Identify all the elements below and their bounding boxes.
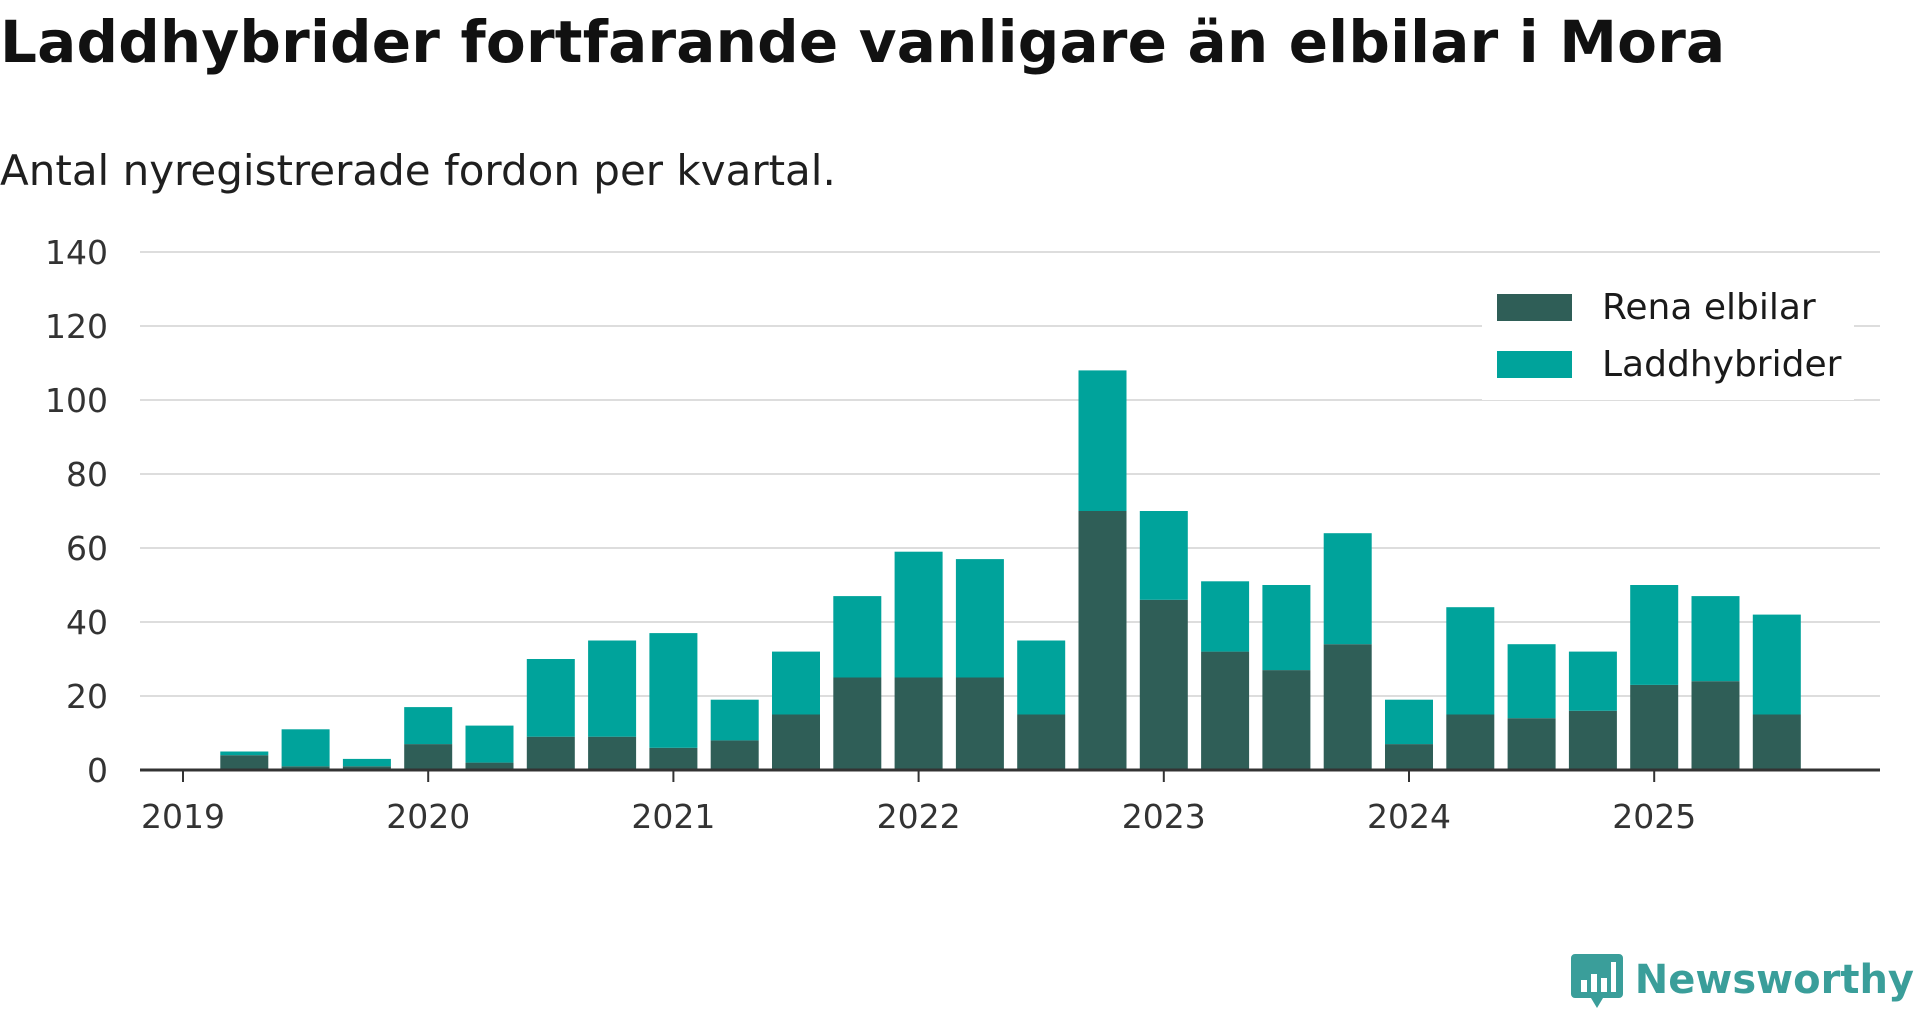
y-tick-label: 120: [45, 307, 108, 346]
bar-rena-elbilar: [1630, 684, 1679, 770]
bar-rena-elbilar: [342, 766, 391, 770]
x-tick-label: 2021: [631, 797, 715, 836]
bar-rena-elbilar: [1017, 714, 1066, 770]
bar-laddhybrider: [342, 758, 391, 767]
bar-rena-elbilar: [1446, 714, 1495, 770]
bars: [220, 370, 1801, 770]
bar-laddhybrider: [1691, 596, 1740, 682]
bar-laddhybrider: [1507, 644, 1556, 719]
bar-laddhybrider: [1201, 581, 1250, 652]
y-tick-label: 0: [87, 751, 108, 790]
bar-laddhybrider: [955, 559, 1004, 678]
x-tick-label: 2024: [1367, 797, 1451, 836]
legend-label: Rena elbilar: [1602, 287, 1816, 328]
bar-rena-elbilar: [1568, 710, 1617, 770]
bar-rena-elbilar: [1385, 744, 1433, 770]
brand-name: Newsworthy: [1634, 957, 1914, 1003]
x-tick-label: 2023: [1122, 797, 1206, 836]
axes: 2019 2020 2021 2022 2023 2024 2025: [140, 768, 1880, 836]
bar-laddhybrider: [526, 659, 575, 737]
legend: Rena elbilar Laddhybrider: [1482, 282, 1854, 400]
bar-rena-elbilar: [1139, 599, 1188, 770]
bar-rena-elbilar: [1323, 644, 1372, 770]
bar-laddhybrider: [465, 725, 514, 763]
x-tick-label: 2019: [141, 797, 225, 836]
bar-rena-elbilar: [894, 677, 943, 770]
bar-rena-elbilar: [1078, 511, 1127, 770]
bar-rena-elbilar: [1262, 670, 1311, 770]
bar-laddhybrider: [772, 651, 820, 715]
bar-laddhybrider: [1017, 640, 1066, 715]
y-tick-label: 40: [66, 603, 108, 642]
bar-rena-elbilar: [1691, 681, 1740, 770]
bar-rena-elbilar: [588, 736, 637, 770]
legend-label: Laddhybrider: [1602, 344, 1842, 385]
bar-rena-elbilar: [955, 677, 1004, 770]
bar-laddhybrider: [220, 751, 269, 756]
bar-laddhybrider: [1385, 699, 1433, 745]
bar-rena-elbilar: [465, 762, 514, 770]
bar-rena-elbilar: [281, 766, 330, 770]
bar-rena-elbilar: [649, 747, 698, 770]
bar-laddhybrider: [833, 596, 882, 678]
y-tick-label: 20: [66, 677, 108, 716]
bar-laddhybrider: [1323, 533, 1372, 645]
bar-rena-elbilar: [404, 744, 453, 770]
bar-rena-elbilar: [833, 677, 882, 770]
bar-rena-elbilar: [772, 714, 820, 770]
bar-rena-elbilar: [1752, 714, 1801, 770]
bar-rena-elbilar: [710, 740, 759, 770]
x-tick-label: 2022: [877, 797, 961, 836]
bar-laddhybrider: [649, 633, 698, 748]
bar-laddhybrider: [1139, 511, 1188, 600]
y-tick-label: 100: [45, 381, 108, 420]
x-tick-label: 2025: [1612, 797, 1696, 836]
bar-rena-elbilar: [1201, 651, 1250, 770]
x-tick-label: 2020: [386, 797, 470, 836]
legend-swatch: [1497, 294, 1572, 321]
y-tick-label: 140: [45, 233, 108, 272]
y-tick-label: 80: [66, 455, 108, 494]
bar-laddhybrider: [710, 699, 759, 741]
bar-laddhybrider: [1568, 651, 1617, 711]
legend-swatch: [1497, 351, 1572, 378]
bar-laddhybrider: [894, 551, 943, 678]
bar-rena-elbilar: [1507, 718, 1556, 770]
bar-laddhybrider: [1630, 585, 1679, 685]
bar-laddhybrider: [1446, 607, 1495, 715]
bar-rena-elbilar: [220, 755, 269, 770]
bar-laddhybrider: [1262, 585, 1311, 671]
bar-laddhybrider: [404, 707, 453, 745]
bar-laddhybrider: [1078, 370, 1127, 511]
newsworthy-logo-icon: [1570, 954, 1623, 1008]
bar-rena-elbilar: [526, 736, 575, 770]
y-tick-label: 60: [66, 529, 108, 568]
chart-subtitle: Antal nyregistrerade fordon per kvartal.: [0, 146, 836, 195]
bar-laddhybrider: [281, 729, 330, 767]
bar-laddhybrider: [588, 640, 637, 737]
chart-title: Laddhybrider fortfarande vanligare än el…: [0, 8, 1726, 76]
bar-laddhybrider: [1752, 614, 1801, 715]
brand-logo: Newsworthy: [1570, 950, 1914, 1010]
